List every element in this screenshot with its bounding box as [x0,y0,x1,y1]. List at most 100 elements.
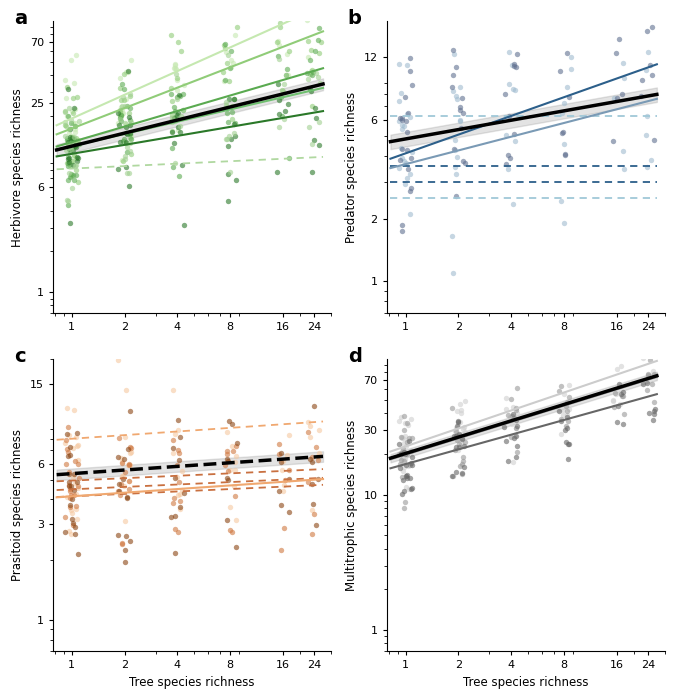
Point [398,455,409,466]
Point [397,439,408,450]
Point [59,74,70,85]
Point [168,161,178,172]
Point [314,447,324,458]
Point [221,134,232,145]
Point [283,473,294,484]
Point [64,467,74,478]
Point [125,130,136,141]
Point [122,491,132,503]
Point [401,473,412,484]
Point [114,113,125,124]
Point [508,59,519,70]
Point [399,461,410,472]
Point [274,121,285,132]
Point [229,118,240,130]
Point [231,450,241,461]
Point [121,118,132,130]
Point [281,69,292,80]
Point [453,444,464,456]
Point [62,446,73,457]
Point [70,118,81,129]
Point [170,115,181,126]
Point [503,47,514,58]
Point [65,141,76,153]
Point [70,489,81,500]
Point [406,458,416,469]
Point [226,133,237,144]
Point [457,452,468,463]
Point [166,115,176,126]
Point [561,396,572,407]
Point [451,423,462,434]
Point [504,152,515,163]
Point [619,72,629,83]
Point [649,408,660,419]
Point [66,528,76,540]
Point [167,142,178,153]
Point [62,421,73,433]
Point [67,508,78,519]
Point [452,418,463,429]
Point [67,93,78,104]
Point [230,464,241,475]
Point [70,160,80,172]
Point [65,483,76,494]
Point [396,445,407,456]
Point [500,393,511,404]
Point [512,420,523,431]
Point [121,136,132,148]
Point [173,122,184,133]
Point [176,484,187,496]
Point [273,13,284,24]
Point [642,47,653,58]
Point [406,445,416,456]
Point [608,92,619,103]
Point [224,130,235,141]
Point [223,93,234,104]
Point [612,92,623,104]
Point [224,524,235,536]
Point [64,156,74,167]
Point [274,485,285,496]
Point [395,88,406,99]
Point [506,431,516,442]
Point [231,542,241,553]
Point [638,379,649,390]
Point [63,151,74,162]
Point [115,136,126,148]
Point [68,132,79,143]
Point [455,399,466,410]
Point [222,445,233,456]
Point [451,169,462,180]
Point [172,36,183,48]
Point [510,62,521,73]
Point [637,353,648,364]
Point [229,127,240,139]
Point [274,54,285,65]
Point [170,524,180,535]
Point [170,111,180,122]
Point [636,90,647,101]
Point [123,167,134,178]
Point [511,430,522,442]
Point [395,154,406,165]
Point [69,489,80,500]
Point [66,54,76,65]
Point [124,137,135,148]
Point [124,447,135,458]
Point [118,108,128,119]
Point [227,113,238,125]
Point [226,55,237,66]
Point [402,60,412,71]
Point [64,441,75,452]
Point [62,139,73,150]
Point [166,88,176,99]
Point [120,153,130,164]
Point [394,459,405,470]
Point [173,444,184,456]
Point [124,111,135,122]
Point [219,38,230,50]
Point [169,113,180,124]
Point [71,431,82,442]
Point [118,135,128,146]
